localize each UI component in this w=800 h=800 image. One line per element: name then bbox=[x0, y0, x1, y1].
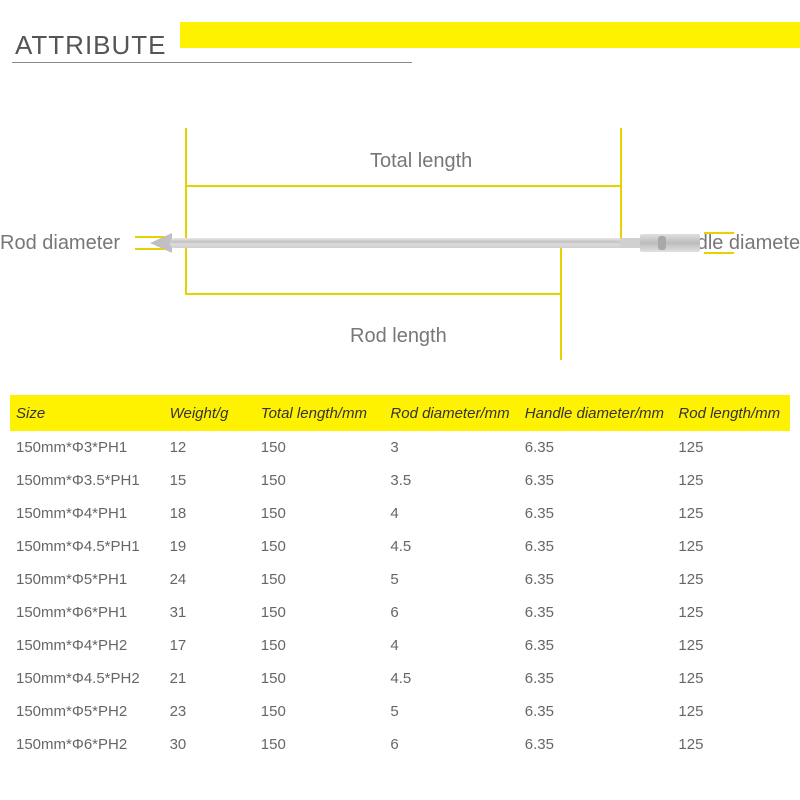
table-cell: 23 bbox=[170, 703, 261, 720]
label-total-length: Total length bbox=[370, 150, 472, 173]
table-row: 150mm*Φ5*PH12415056.35125 bbox=[10, 563, 790, 596]
table-cell: 150 bbox=[261, 703, 391, 720]
header: ATTRIBUTE bbox=[0, 22, 800, 48]
table-cell: 4 bbox=[390, 637, 524, 654]
table-cell: 6.35 bbox=[525, 703, 679, 720]
spec-table: Size Weight/g Total length/mm Rod diamet… bbox=[10, 395, 790, 761]
table-row: 150mm*Φ6*PH13115066.35125 bbox=[10, 596, 790, 629]
table-cell: 6.35 bbox=[525, 472, 679, 489]
table-row: 150mm*Φ3.5*PH1151503.56.35125 bbox=[10, 464, 790, 497]
dim-handle-dia-top bbox=[704, 232, 734, 234]
table-cell: 125 bbox=[678, 736, 784, 753]
table-cell: 150 bbox=[261, 637, 391, 654]
table-cell: 17 bbox=[170, 637, 261, 654]
table-body: 150mm*Φ3*PH11215036.35125150mm*Φ3.5*PH11… bbox=[10, 431, 790, 761]
col-rod-length: Rod length/mm bbox=[678, 405, 784, 422]
dim-total-length-v-right bbox=[620, 128, 622, 243]
table-cell: 6.35 bbox=[525, 736, 679, 753]
table-cell: 3.5 bbox=[390, 472, 524, 489]
table-cell: 150mm*Φ4.5*PH2 bbox=[16, 670, 170, 687]
col-weight: Weight/g bbox=[170, 405, 261, 422]
table-row: 150mm*Φ6*PH23015066.35125 bbox=[10, 728, 790, 761]
table-cell: 5 bbox=[390, 571, 524, 588]
table-cell: 150mm*Φ3.5*PH1 bbox=[16, 472, 170, 489]
dim-rod-length-h bbox=[185, 293, 560, 295]
table-row: 150mm*Φ3*PH11215036.35125 bbox=[10, 431, 790, 464]
table-cell: 5 bbox=[390, 703, 524, 720]
table-cell: 125 bbox=[678, 637, 784, 654]
table-cell: 125 bbox=[678, 538, 784, 555]
table-cell: 125 bbox=[678, 439, 784, 456]
table-cell: 150mm*Φ3*PH1 bbox=[16, 439, 170, 456]
table-cell: 3 bbox=[390, 439, 524, 456]
table-cell: 125 bbox=[678, 505, 784, 522]
table-row: 150mm*Φ4.5*PH1191504.56.35125 bbox=[10, 530, 790, 563]
table-cell: 6.35 bbox=[525, 538, 679, 555]
product-diagram: Total length Rod diameter Handle diamete… bbox=[0, 90, 800, 370]
table-cell: 4 bbox=[390, 505, 524, 522]
table-cell: 15 bbox=[170, 472, 261, 489]
table-cell: 6.35 bbox=[525, 637, 679, 654]
table-cell: 6.35 bbox=[525, 439, 679, 456]
table-cell: 4.5 bbox=[390, 670, 524, 687]
rod-handle bbox=[640, 234, 700, 252]
table-cell: 6.35 bbox=[525, 604, 679, 621]
table-cell: 18 bbox=[170, 505, 261, 522]
dim-rod-length-v-right bbox=[560, 245, 562, 360]
col-size: Size bbox=[16, 405, 170, 422]
rod-neck bbox=[620, 238, 640, 248]
table-cell: 24 bbox=[170, 571, 261, 588]
table-row: 150mm*Φ4*PH11815046.35125 bbox=[10, 497, 790, 530]
table-cell: 12 bbox=[170, 439, 261, 456]
table-cell: 6.35 bbox=[525, 571, 679, 588]
table-cell: 4.5 bbox=[390, 538, 524, 555]
table-row: 150mm*Φ5*PH22315056.35125 bbox=[10, 695, 790, 728]
table-cell: 19 bbox=[170, 538, 261, 555]
table-cell: 125 bbox=[678, 571, 784, 588]
col-total-length: Total length/mm bbox=[261, 405, 391, 422]
table-cell: 30 bbox=[170, 736, 261, 753]
table-cell: 150mm*Φ5*PH1 bbox=[16, 571, 170, 588]
rod-groove bbox=[658, 236, 666, 250]
table-cell: 6 bbox=[390, 604, 524, 621]
dim-handle-dia-bot bbox=[704, 252, 734, 254]
table-row: 150mm*Φ4*PH21715046.35125 bbox=[10, 629, 790, 662]
table-cell: 31 bbox=[170, 604, 261, 621]
table-cell: 21 bbox=[170, 670, 261, 687]
table-cell: 150mm*Φ6*PH2 bbox=[16, 736, 170, 753]
table-cell: 150 bbox=[261, 604, 391, 621]
header-underline bbox=[12, 62, 412, 63]
table-row: 150mm*Φ4.5*PH2211504.56.35125 bbox=[10, 662, 790, 695]
table-header: Size Weight/g Total length/mm Rod diamet… bbox=[10, 395, 790, 431]
table-cell: 150mm*Φ4.5*PH1 bbox=[16, 538, 170, 555]
table-cell: 150 bbox=[261, 736, 391, 753]
table-cell: 150 bbox=[261, 571, 391, 588]
dim-total-length-h bbox=[185, 185, 620, 187]
label-rod-diameter: Rod diameter bbox=[0, 232, 120, 255]
table-cell: 150 bbox=[261, 538, 391, 555]
table-cell: 150mm*Φ5*PH2 bbox=[16, 703, 170, 720]
table-cell: 150 bbox=[261, 670, 391, 687]
table-cell: 150mm*Φ6*PH1 bbox=[16, 604, 170, 621]
table-cell: 125 bbox=[678, 703, 784, 720]
table-cell: 125 bbox=[678, 472, 784, 489]
table-cell: 125 bbox=[678, 604, 784, 621]
label-rod-length: Rod length bbox=[350, 325, 447, 348]
table-cell: 150mm*Φ4*PH1 bbox=[16, 505, 170, 522]
table-cell: 6 bbox=[390, 736, 524, 753]
col-handle-diameter: Handle diameter/mm bbox=[525, 405, 679, 422]
table-cell: 6.35 bbox=[525, 670, 679, 687]
table-cell: 150mm*Φ4*PH2 bbox=[16, 637, 170, 654]
table-cell: 150 bbox=[261, 472, 391, 489]
table-cell: 6.35 bbox=[525, 505, 679, 522]
table-cell: 150 bbox=[261, 505, 391, 522]
rod-tip-icon bbox=[150, 233, 172, 253]
header-yellow-bar bbox=[180, 22, 800, 48]
table-cell: 150 bbox=[261, 439, 391, 456]
col-rod-diameter: Rod diameter/mm bbox=[390, 405, 524, 422]
table-cell: 125 bbox=[678, 670, 784, 687]
page-title: ATTRIBUTE bbox=[15, 30, 173, 61]
dim-total-length-v-left bbox=[185, 128, 187, 293]
